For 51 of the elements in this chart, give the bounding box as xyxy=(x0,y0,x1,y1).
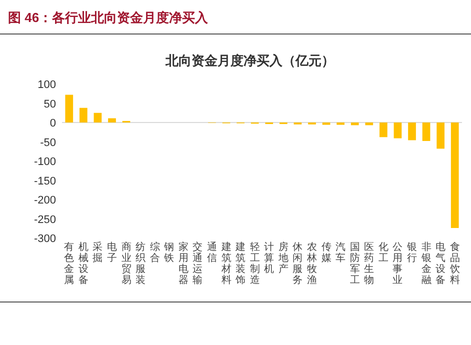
bar xyxy=(436,122,444,149)
x-tick-label: 国防军工 xyxy=(350,242,360,286)
x-tick-label: 公用事业 xyxy=(392,241,403,286)
y-tick-label: -200 xyxy=(34,194,56,206)
x-tick-label: 采掘 xyxy=(92,241,103,264)
y-tick-label: -50 xyxy=(40,136,56,149)
bar xyxy=(422,122,430,141)
bar xyxy=(380,122,388,138)
x-tick-label: 机械设备 xyxy=(78,241,88,286)
chart-title: 图 46：各行业北向资金月度净买入 xyxy=(8,10,210,25)
y-tick-label: -100 xyxy=(34,156,56,168)
x-tick-label: 建筑材料 xyxy=(220,241,232,286)
x-tick-label: 综合 xyxy=(150,241,160,264)
bar xyxy=(394,122,402,138)
x-tick-label: 医药生物 xyxy=(364,242,374,286)
x-tick-label: 通信 xyxy=(207,241,217,264)
y-tick-label: 50 xyxy=(44,98,56,110)
x-tick-label: 有色金属 xyxy=(64,241,74,286)
x-tick-label: 汽车 xyxy=(336,241,346,264)
bar xyxy=(350,122,359,126)
x-tick-label: 交通运输 xyxy=(192,241,203,286)
x-tick-label: 房地产 xyxy=(277,241,288,275)
x-tick-label: 休闲服务 xyxy=(292,242,303,286)
chart-subtitle: 北向资金月度净买入（亿元） xyxy=(164,53,334,68)
x-tick-label: 传媒 xyxy=(321,242,332,264)
x-tick-label: 计算机 xyxy=(264,241,274,275)
x-tick-label: 轻工制造 xyxy=(250,241,260,286)
x-tick-label: 化工 xyxy=(378,241,388,264)
x-tick-label: 建筑装饰 xyxy=(234,241,246,286)
y-tick-label: 100 xyxy=(38,79,56,91)
bar xyxy=(450,122,459,228)
y-tick-label: -300 xyxy=(34,233,56,245)
y-tick-label: -150 xyxy=(34,175,56,188)
x-tick-label: 电子 xyxy=(107,241,117,264)
bar xyxy=(80,108,88,122)
x-tick-label: 电气设备 xyxy=(436,241,446,286)
x-tick-label: 银行 xyxy=(406,242,417,264)
x-tick-label: 家用电器 xyxy=(178,241,188,286)
bar xyxy=(408,122,416,140)
x-tick-label: 非银金融 xyxy=(420,241,432,286)
bar xyxy=(108,118,116,122)
x-tick-label: 农林牧渔 xyxy=(306,242,317,286)
y-tick-label: 0 xyxy=(50,118,56,130)
bar xyxy=(94,112,102,122)
x-tick-label: 纺织服装 xyxy=(136,241,146,286)
bar xyxy=(365,122,374,126)
y-tick-label: -250 xyxy=(34,214,56,226)
x-tick-label: 钢铁 xyxy=(163,242,174,264)
x-tick-label: 食品饮料 xyxy=(448,241,460,286)
bar xyxy=(65,94,74,122)
x-tick-label: 商业贸易 xyxy=(121,241,132,286)
